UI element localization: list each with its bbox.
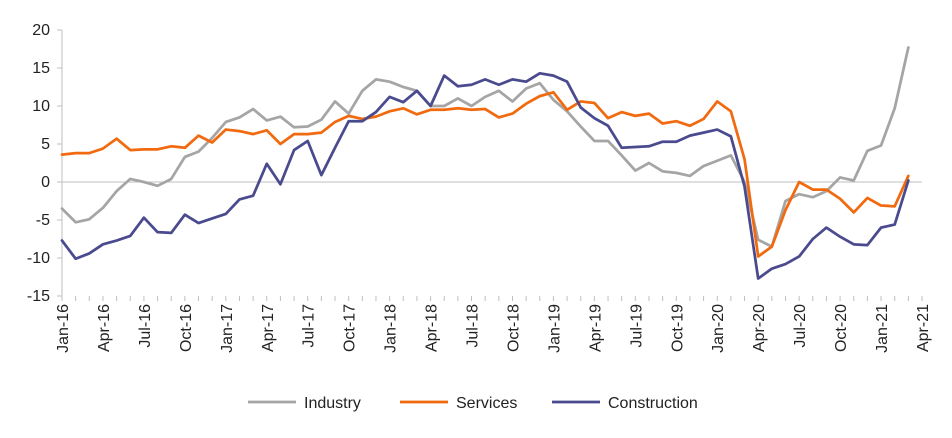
- x-tick-label: Apr-20: [751, 304, 768, 352]
- x-tick-label: Jan-17: [219, 304, 236, 353]
- axes: -15 -10 -5 0 5 10 15 20 Jan-16 Apr-16 Jul-16 Oct-16…: [27, 22, 932, 353]
- legend-item-industry: Industry: [248, 395, 361, 412]
- x-tick-label: Jan-18: [383, 304, 400, 353]
- series-lines: [60, 46, 910, 280]
- y-tick-label: 10: [32, 98, 50, 115]
- y-tick-label: -15: [27, 288, 50, 305]
- legend-item-construction: Construction: [552, 395, 698, 412]
- x-tick-label: Jul-18: [465, 304, 482, 348]
- x-tick-label: Jul-19: [628, 304, 645, 348]
- series-line-services: [60, 90, 910, 258]
- series-line-industry: [60, 46, 910, 248]
- x-tick-label: Jul-20: [792, 304, 809, 348]
- x-tick-label: Jan-19: [546, 304, 563, 353]
- legend: Industry Services Construction: [248, 395, 698, 412]
- y-tick-label: -10: [27, 250, 50, 267]
- series-line-construction: [60, 71, 910, 280]
- x-tick-label: Jul-16: [137, 304, 154, 348]
- x-tick-label: Jan-20: [710, 304, 727, 353]
- x-tick-label: Oct-18: [505, 304, 522, 352]
- x-tick-label: Jul-17: [301, 304, 318, 348]
- x-tick-label: Apr-17: [260, 304, 277, 352]
- x-tick-label: Oct-19: [669, 304, 686, 352]
- y-tick-label: 5: [41, 136, 50, 153]
- y-tick-label: 20: [32, 22, 50, 39]
- legend-label: Construction: [608, 395, 698, 412]
- x-tick-label: Apr-21: [915, 304, 932, 352]
- legend-item-services: Services: [400, 395, 517, 412]
- x-tick-label: Jan-16: [55, 304, 72, 353]
- x-tick-label: Oct-17: [342, 304, 359, 352]
- x-tick-label: Apr-16: [96, 304, 113, 352]
- legend-label: Industry: [304, 395, 361, 412]
- y-tick-label: 0: [41, 174, 50, 191]
- x-tick-label: Oct-20: [833, 304, 850, 352]
- y-tick-label: -5: [36, 212, 50, 229]
- y-tick-label: 15: [32, 60, 50, 77]
- x-tick-label: Apr-18: [424, 304, 441, 352]
- x-tick-label: Jan-21: [874, 304, 891, 353]
- legend-label: Services: [456, 395, 517, 412]
- x-tick-label: Oct-16: [178, 304, 195, 352]
- x-tick-label: Apr-19: [587, 304, 604, 352]
